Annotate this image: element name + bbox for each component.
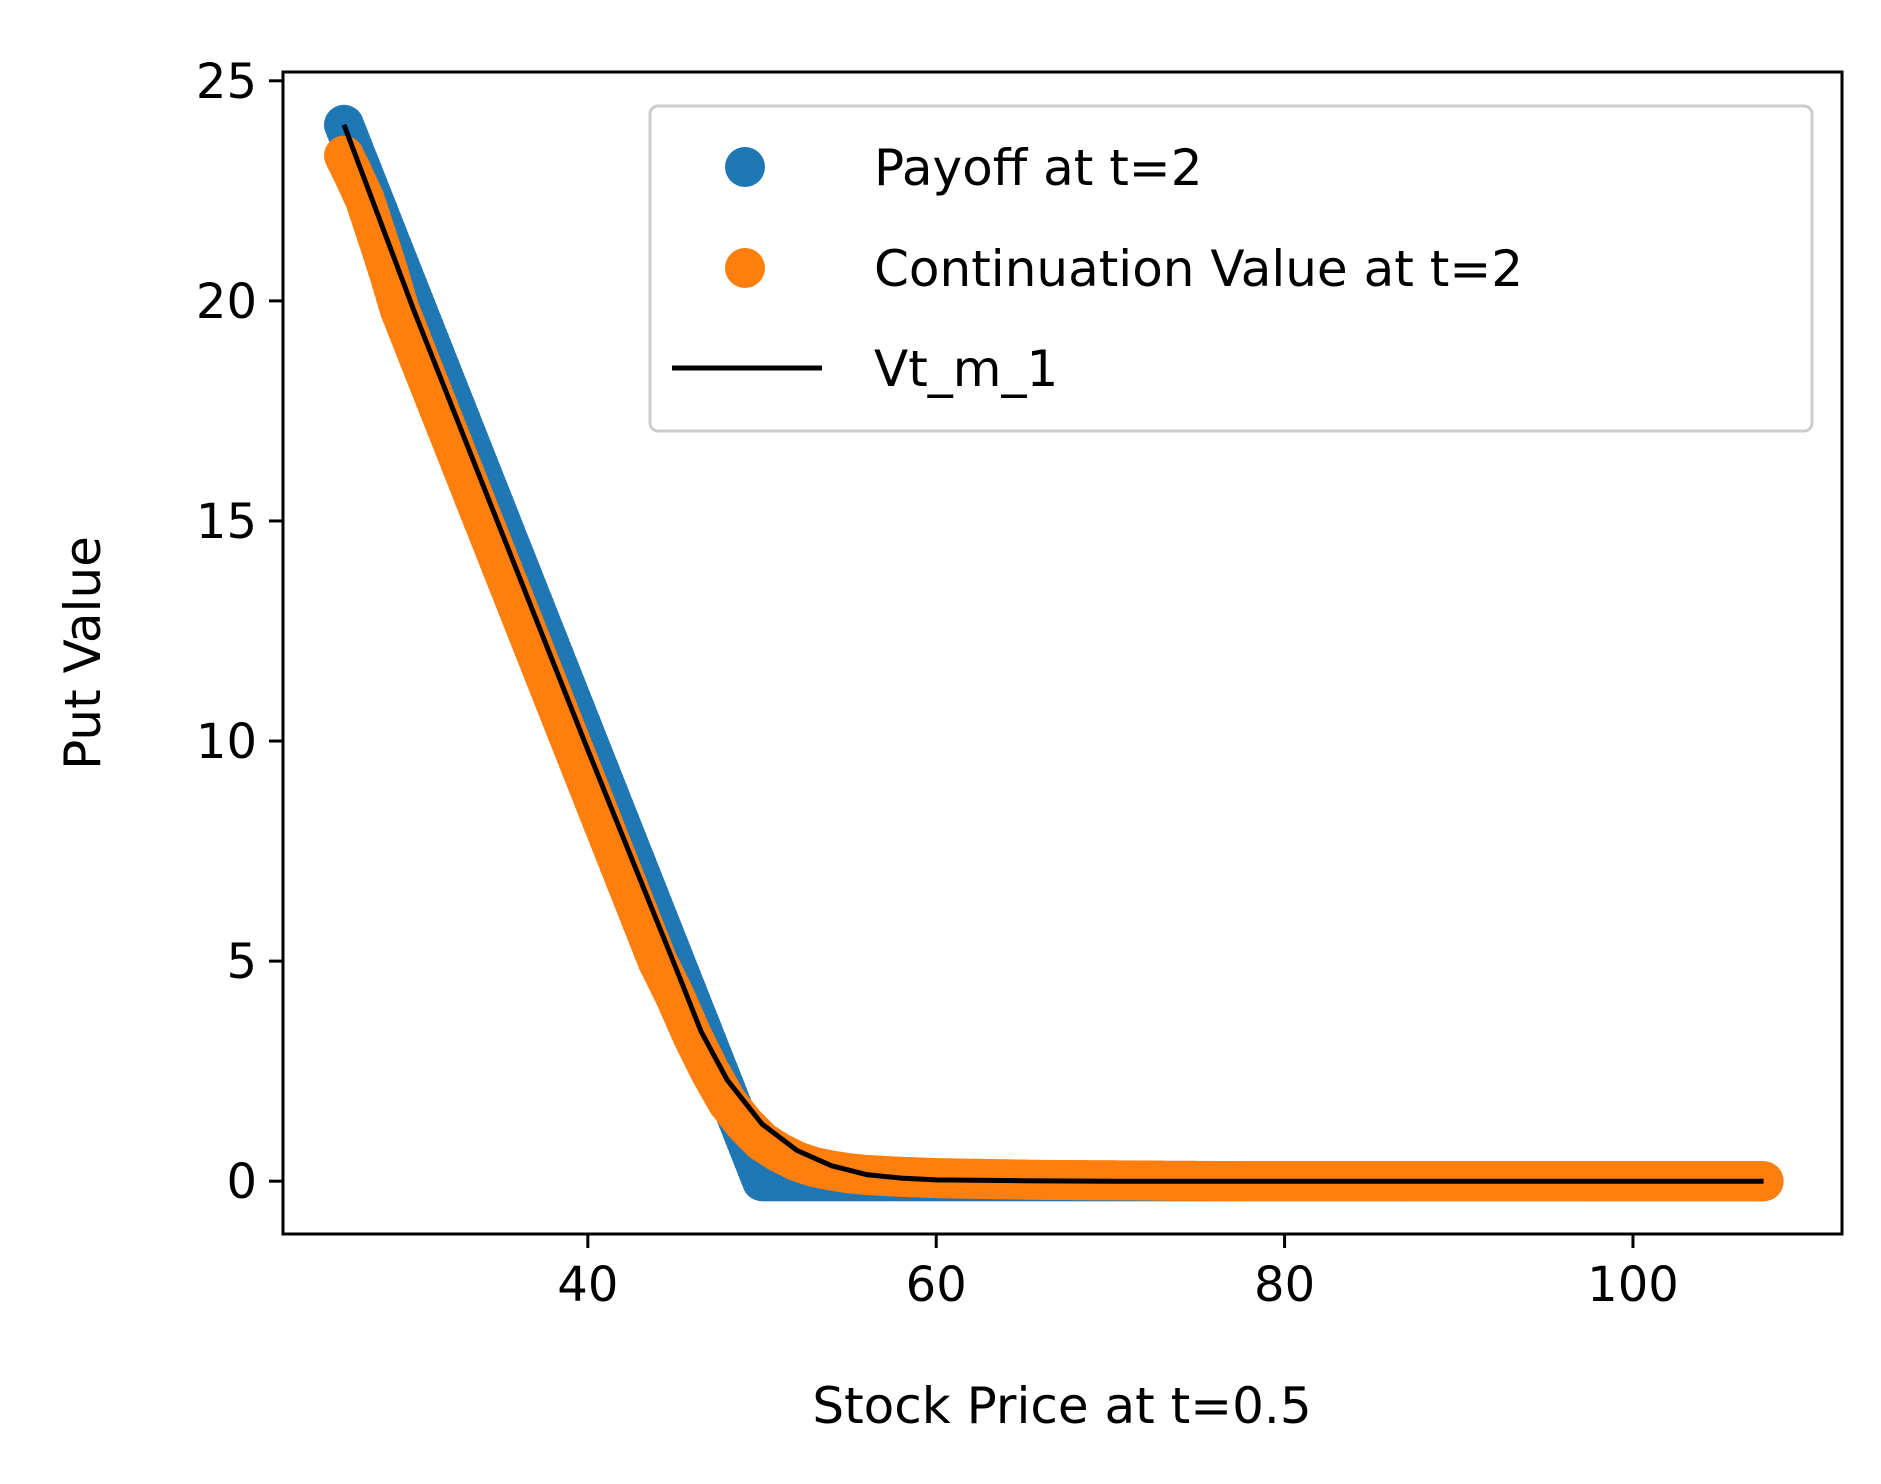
- data-marks: [324, 104, 1784, 1202]
- y-tick-label: 15: [196, 494, 257, 550]
- y-tick-label: 5: [226, 934, 257, 990]
- legend-marker-continuation: [725, 248, 765, 288]
- y-tick-label: 20: [196, 274, 257, 330]
- plot-frame: [281, 70, 1844, 1236]
- legend-box: [648, 104, 1814, 433]
- y-axis-ticks: 0 5 10 15 20 25: [196, 54, 283, 1210]
- legend-label-continuation: Continuation Value at t=2: [874, 240, 1523, 298]
- legend-label-payoff: Payoff at t=2: [874, 139, 1203, 197]
- series-line-vt-m-1: [341, 123, 1764, 1184]
- legend-label-vt: Vt_m_1: [874, 340, 1058, 398]
- legend: Payoff at t=2 Continuation Value at t=2 …: [648, 104, 1814, 433]
- x-tick-label: 60: [906, 1257, 967, 1313]
- x-tick-label: 40: [557, 1257, 618, 1313]
- plot-area: [324, 104, 1784, 1202]
- legend-marker-payoff: [725, 147, 765, 187]
- y-tick-label: 25: [196, 54, 257, 110]
- y-tick-label: 10: [196, 714, 257, 770]
- x-tick-label: 80: [1254, 1257, 1315, 1313]
- x-axis-ticks: 40 60 80 100: [557, 1234, 1679, 1313]
- y-tick-label: 0: [226, 1154, 257, 1210]
- x-axis-label: Stock Price at t=0.5: [812, 1377, 1311, 1435]
- y-axis-label: Put Value: [54, 536, 112, 770]
- x-tick-label: 100: [1587, 1257, 1679, 1313]
